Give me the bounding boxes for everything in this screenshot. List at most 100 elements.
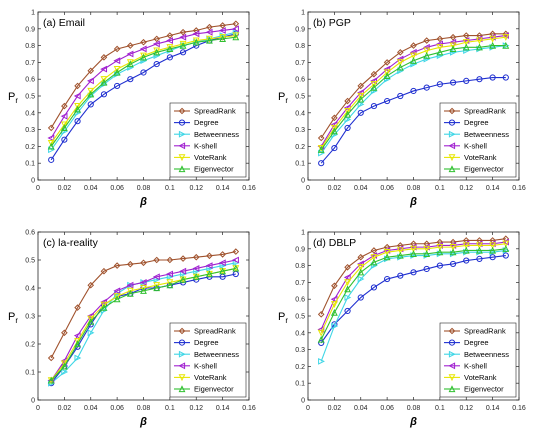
y-axis-label-main: P [8, 311, 15, 323]
data-point-spreadrank [113, 45, 121, 53]
x-tick-label: 0.14 [216, 185, 230, 192]
y-tick-label: 0.7 [295, 280, 305, 287]
data-point-k-shell [192, 30, 200, 38]
x-tick-label: 0.08 [137, 405, 151, 412]
data-point-voterank [87, 87, 95, 95]
data-point-eigenvector [423, 250, 431, 257]
x-axis-label: β [139, 196, 147, 208]
legend-marker [448, 165, 456, 173]
data-point-eigenvector [60, 362, 68, 370]
x-tick-label: 0.14 [486, 405, 500, 412]
data-point-eigenvector [330, 127, 338, 135]
x-tick-label: 0.16 [512, 185, 526, 192]
y-axis-label: Pr [8, 91, 18, 105]
data-point-betweenness [87, 329, 95, 337]
data-point-voterank [436, 44, 444, 51]
legend-entry: VoteRank [464, 373, 497, 382]
series-line-spreadrank [320, 238, 506, 315]
x-tick-label: 0.08 [137, 185, 151, 192]
x-tick-label: 0.12 [459, 405, 473, 412]
data-point-k-shell [113, 57, 121, 65]
x-tick-label: 0.12 [189, 185, 203, 192]
data-point-eigenvector [462, 43, 470, 51]
data-point-betweenness [410, 60, 418, 68]
data-point-k-shell [370, 77, 378, 85]
data-point-spreadrank [153, 256, 160, 264]
series-line-eigenvector [50, 36, 236, 147]
data-point-voterank [344, 108, 351, 115]
legend-entry: K-shell [464, 141, 487, 150]
y-axis-label: Pr [278, 311, 288, 325]
data-point-k-shell [73, 332, 81, 340]
legend-entry: SpreadRank [194, 327, 236, 336]
data-point-eigenvector [219, 35, 227, 42]
data-point-degree [449, 79, 457, 86]
data-point-eigenvector [60, 124, 68, 132]
data-point-eigenvector [192, 273, 200, 280]
data-point-k-shell [73, 92, 81, 100]
data-point-k-shell [449, 38, 457, 46]
data-point-spreadrank [100, 267, 108, 275]
data-point-k-shell [113, 287, 121, 295]
data-point-degree [140, 69, 147, 76]
data-point-spreadrank [127, 42, 134, 49]
data-point-spreadrank [47, 124, 55, 132]
data-point-degree [318, 339, 325, 346]
legend-entry: Betweenness [194, 130, 239, 139]
x-tick-label: 0 [36, 405, 40, 412]
series-line-eigenvector [320, 45, 506, 151]
data-point-betweenness [344, 116, 352, 123]
data-point-eigenvector [153, 48, 161, 56]
x-tick-label: 0.12 [189, 405, 203, 412]
legend-marker [178, 350, 186, 358]
y-tick-label: 1 [301, 230, 305, 237]
data-point-voterank [449, 42, 457, 50]
data-point-eigenvector [317, 146, 325, 153]
x-tick-label: 0.1 [165, 405, 175, 412]
data-point-spreadrank [317, 311, 325, 318]
data-point-degree [463, 77, 470, 84]
data-point-eigenvector [113, 68, 121, 76]
data-point-degree [370, 284, 378, 291]
y-tick-label: 0.6 [295, 297, 305, 304]
series-line-k-shell [320, 241, 506, 330]
data-point-k-shell [179, 267, 187, 275]
data-point-degree [61, 136, 68, 143]
x-tick-label: 0.02 [58, 405, 72, 412]
data-point-eigenvector [219, 267, 227, 275]
data-point-eigenvector [502, 245, 510, 252]
data-point-eigenvector [166, 281, 174, 289]
y-tick-label: 0.3 [25, 127, 35, 134]
y-tick-label: 0.4 [295, 330, 305, 337]
data-point-voterank [476, 37, 483, 45]
data-point-betweenness [140, 57, 148, 65]
data-point-degree [489, 254, 496, 261]
data-point-k-shell [422, 43, 430, 51]
data-point-betweenness [370, 262, 378, 270]
data-point-spreadrank [153, 35, 160, 43]
data-point-spreadrank [192, 253, 200, 261]
data-point-voterank [87, 315, 95, 323]
data-point-spreadrank [449, 33, 457, 41]
legend: SpreadRank Degree Betweenness K-shell VoteRa… [439, 102, 517, 178]
data-point-voterank [502, 34, 510, 41]
series-line-betweenness [320, 45, 506, 154]
data-point-eigenvector [476, 246, 483, 254]
data-point-k-shell [47, 376, 55, 384]
legend-entry: Degree [194, 118, 219, 127]
data-point-voterank [370, 254, 378, 261]
data-point-k-shell [232, 25, 239, 33]
data-point-degree [370, 102, 378, 110]
data-point-eigenvector [489, 246, 497, 254]
data-point-spreadrank [74, 82, 81, 90]
y-axis-label: Pr [8, 311, 18, 325]
data-point-eigenvector [206, 36, 213, 44]
data-point-voterank [140, 284, 147, 292]
data-point-degree [476, 255, 483, 262]
legend-marker [448, 107, 456, 115]
x-tick-label: 0.04 [354, 185, 368, 192]
data-point-spreadrank [100, 54, 108, 61]
data-point-voterank [206, 35, 213, 43]
legend-marker [178, 154, 186, 162]
data-point-spreadrank [410, 42, 417, 49]
